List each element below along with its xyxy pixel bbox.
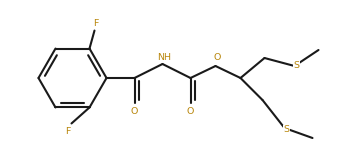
Text: O: O [214, 54, 221, 63]
Text: S: S [293, 61, 299, 70]
Text: NH: NH [157, 53, 172, 61]
Text: F: F [65, 127, 70, 136]
Text: O: O [131, 107, 138, 117]
Text: O: O [187, 107, 194, 117]
Text: F: F [93, 19, 98, 28]
Text: S: S [283, 125, 289, 134]
